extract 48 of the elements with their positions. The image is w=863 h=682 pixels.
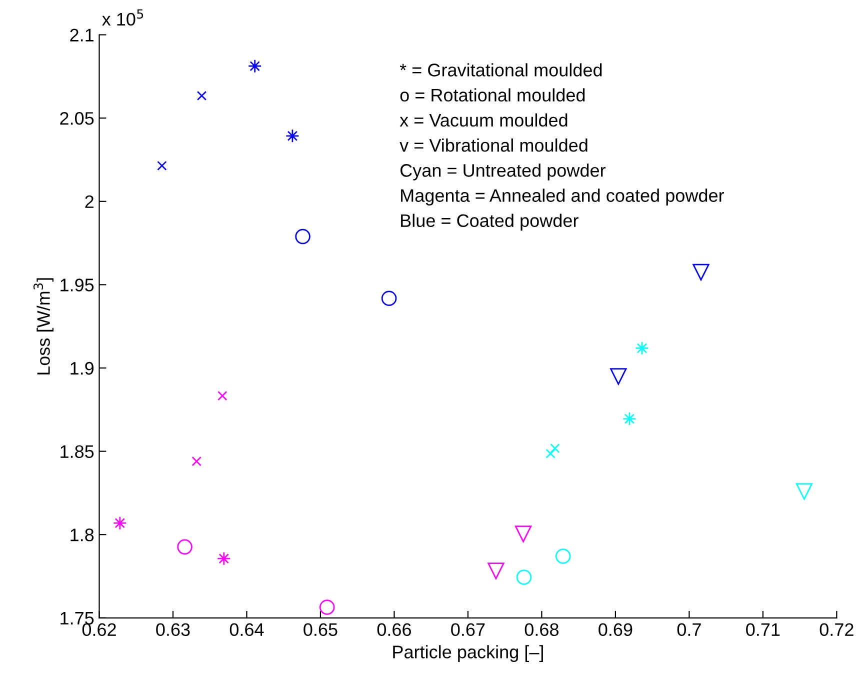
x-tick-label: 0.62 [82,623,116,636]
x-tick-label: 0.71 [746,623,780,636]
y-tick-label: 1.9 [70,362,94,375]
x-tick-label: 0.65 [304,623,338,636]
point [216,552,231,566]
y-tick-label: 2.05 [60,112,94,125]
y-tick-label: 2 [85,195,94,208]
x-tick-label: 0.66 [377,623,411,636]
x-tick-label: 0.64 [230,623,264,636]
point [488,562,504,580]
y-tick-label: 1.8 [70,528,94,542]
y-tick-label: 1.75 [60,612,94,625]
point [516,570,532,585]
x-axis-title: Particle packing [–] [393,645,543,662]
point [196,90,207,101]
point [381,290,397,306]
text: x 10$^{5}$ [102,9,144,26]
point [319,600,335,615]
y-tick-label: 1.85 [60,445,94,458]
point [218,390,228,401]
point [546,448,556,458]
x-tick-label: 0.69 [598,623,632,636]
point [248,59,262,74]
annotation: Cyan = Untreated powder [400,164,606,180]
point [295,228,310,244]
x-tick-label: 0.72 [820,623,854,636]
annotation: v = Vibrational moulded [400,138,588,152]
point [610,368,627,385]
annotation: o = Rotational moulded [400,88,585,102]
point [692,264,710,281]
y-axis-title: Loss [W/m$^{3}$] [33,278,54,374]
point [192,456,202,466]
point [555,548,571,564]
y-tick-label: 2.1 [70,28,94,42]
x-tick-label: 0.7 [677,623,701,636]
point [550,443,560,454]
point [514,526,532,542]
y-tick-label: 1.95 [60,278,94,292]
point [796,483,813,500]
annotation: x = Vacuum moulded [400,113,568,127]
annotation: Magenta = Annealed and coated powder [401,188,724,206]
x-tick-label: 0.63 [156,623,190,636]
x-tick-label: 0.67 [451,623,485,636]
point [157,160,167,171]
point [177,539,192,555]
x-tick-label: 0.68 [524,623,558,636]
annotation: Blue = Coated powder [401,214,578,231]
annotation: * = Gravitational moulded [400,63,602,76]
